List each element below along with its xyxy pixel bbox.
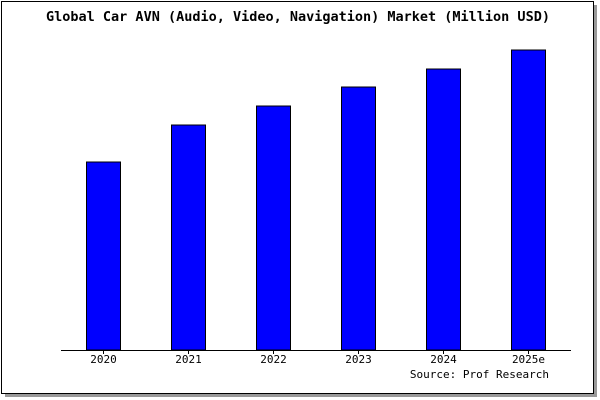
x-tick-label: 2020 xyxy=(90,353,117,366)
bar xyxy=(171,124,206,351)
bar xyxy=(511,49,546,351)
x-tick-label: 2023 xyxy=(345,353,372,366)
bar xyxy=(256,105,291,351)
bar xyxy=(86,161,121,351)
bar xyxy=(341,86,376,351)
x-tick-label: 2024 xyxy=(430,353,457,366)
x-tick-label: 2021 xyxy=(175,353,202,366)
source-note: Source: Prof Research xyxy=(410,368,549,381)
x-tick-label: 2025e xyxy=(512,353,545,366)
x-tick-label: 2022 xyxy=(260,353,287,366)
bar xyxy=(426,68,461,351)
chart-title: Global Car AVN (Audio, Video, Navigation… xyxy=(46,9,550,25)
